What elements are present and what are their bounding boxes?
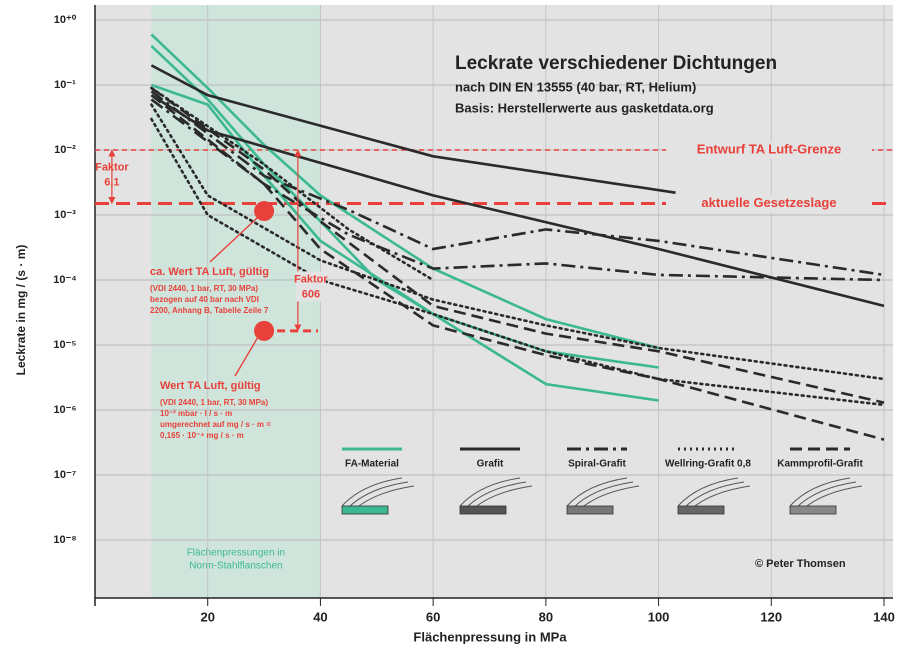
x-tick-label: 100 bbox=[648, 609, 670, 624]
factor-label: 6,1 bbox=[104, 177, 119, 189]
gasket-body bbox=[567, 506, 613, 514]
gasket-body bbox=[342, 506, 388, 514]
factor-label: Faktor bbox=[294, 273, 328, 285]
gasket-body bbox=[460, 506, 506, 514]
credit: © Peter Thomsen bbox=[755, 558, 846, 570]
note-text: (VDI 2440, 1 bar, RT, 30 MPa) bbox=[150, 284, 258, 293]
y-axis-label: Leckrate in mg / (s · m) bbox=[14, 245, 28, 376]
gasket-body bbox=[678, 506, 724, 514]
note-text: 2200, Anhang B, Tabelle Zeile 7 bbox=[150, 306, 269, 315]
y-tick-label: 10⁻⁶ bbox=[53, 404, 76, 416]
legend-label: Wellring-Grafit 0,8 bbox=[665, 459, 751, 470]
y-tick-label: 10⁻² bbox=[54, 144, 76, 156]
note-text: 10⁻² mbar · l / s · m bbox=[160, 409, 232, 418]
legend-label: Kammprofil-Grafit bbox=[777, 459, 863, 470]
highlight-label: Norm-Stahlflanschen bbox=[189, 561, 282, 572]
x-tick-label: 40 bbox=[313, 609, 327, 624]
highlight-label: Flächenpressungen in bbox=[187, 548, 285, 559]
x-tick-label: 20 bbox=[200, 609, 214, 624]
y-tick-label: 10⁻⁷ bbox=[54, 469, 77, 481]
x-tick-label: 140 bbox=[873, 609, 895, 624]
factor-label: Faktor bbox=[95, 162, 129, 174]
y-tick-label: 10⁻³ bbox=[54, 209, 76, 221]
y-tick-label: 10⁻⁵ bbox=[53, 339, 76, 351]
gasket-body bbox=[790, 506, 836, 514]
reference-label: aktuelle Gesetzeslage bbox=[701, 195, 836, 210]
data-point bbox=[254, 321, 274, 341]
y-tick-label: 10⁻⁴ bbox=[53, 274, 76, 286]
note-text: Wert TA Luft, gültig bbox=[160, 380, 261, 392]
x-tick-label: 120 bbox=[760, 609, 782, 624]
note-text: (VDI 2440, 1 bar, RT, 30 MPa) bbox=[160, 398, 268, 407]
chart-subtitle: Basis: Herstellerwerte aus gasketdata.or… bbox=[455, 100, 714, 115]
note-text: bezogen auf 40 bar nach VDI bbox=[150, 295, 259, 304]
x-tick-label: 80 bbox=[539, 609, 553, 624]
legend-label: FA-Material bbox=[345, 459, 399, 470]
y-tick-label: 10⁻¹ bbox=[54, 79, 76, 91]
legend-label: Grafit bbox=[477, 459, 504, 470]
chart-title: Leckrate verschiedener Dichtungen bbox=[455, 53, 777, 74]
y-tick-label: 10⁺⁰ bbox=[54, 14, 77, 26]
chart-subtitle: nach DIN EN 13555 (40 bar, RT, Helium) bbox=[455, 79, 696, 94]
note-text: 0,165 · 10⁻⁴ mg / s · m bbox=[160, 431, 244, 440]
legend-label: Spiral-Grafit bbox=[568, 459, 626, 470]
x-axis-label: Flächenpressung in MPa bbox=[413, 629, 567, 644]
y-tick-label: 10⁻⁸ bbox=[53, 534, 76, 546]
factor-label: 606 bbox=[302, 288, 320, 300]
x-tick-label: 60 bbox=[426, 609, 440, 624]
note-text: umgerechnet auf mg / s · m = bbox=[160, 420, 271, 429]
chart: Leckrate in mg / (s · m) Flächenpressung… bbox=[0, 0, 904, 650]
reference-label: Entwurf TA Luft-Grenze bbox=[697, 141, 841, 156]
data-point bbox=[254, 201, 274, 221]
note-text: ca. Wert TA Luft, gültig bbox=[150, 266, 269, 278]
